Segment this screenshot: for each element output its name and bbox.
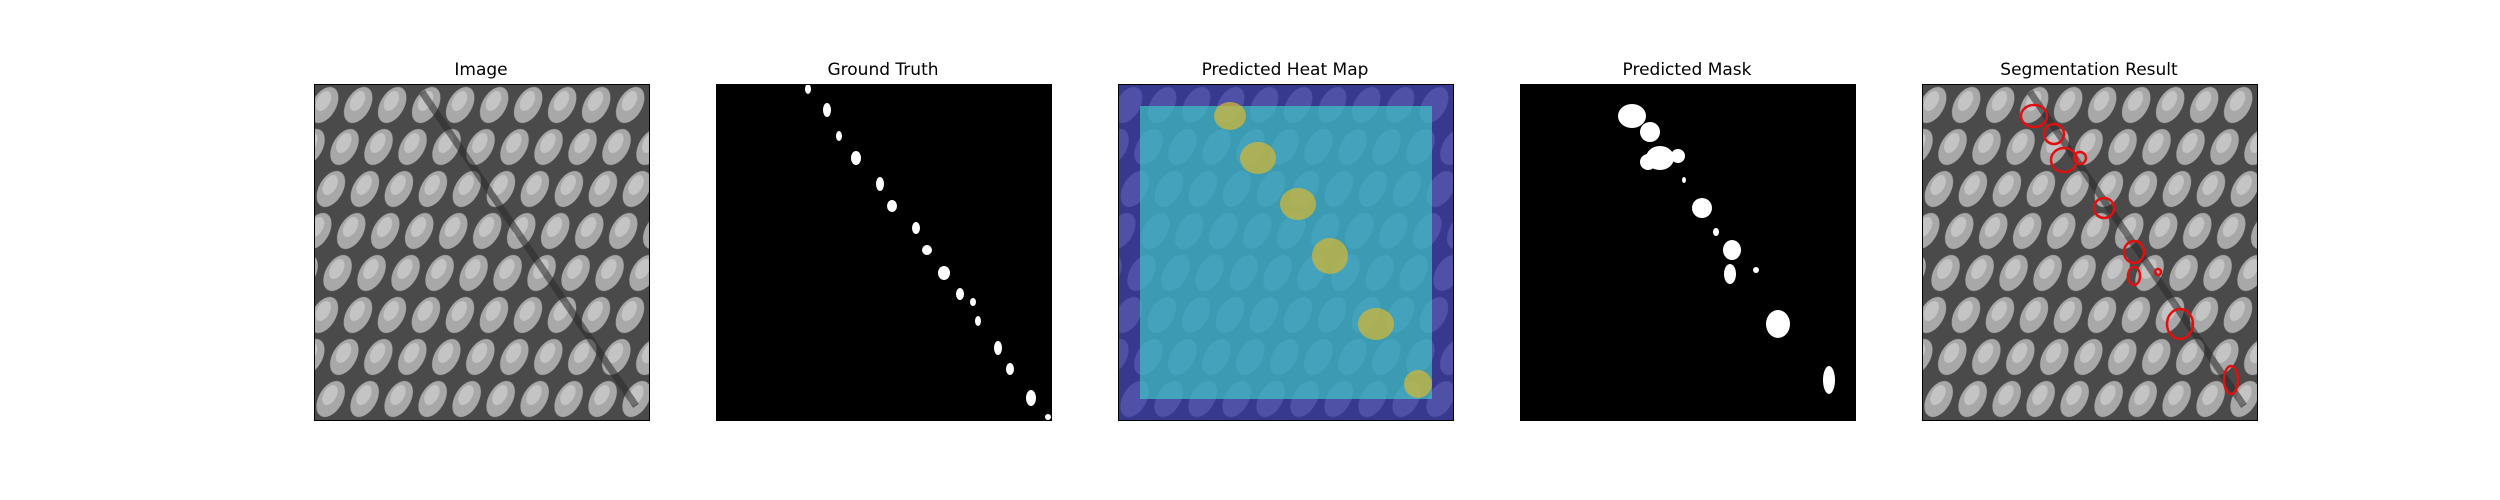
panel-title-image: Image [454,60,508,80]
image-panel [314,84,650,421]
heat-map-panel [1118,84,1454,421]
segmentation-result-panel [1922,84,2258,421]
panel-title-heat-map: Predicted Heat Map [1201,60,1369,80]
panel-title-result: Segmentation Result [2000,60,2178,80]
ground-truth-panel [716,84,1052,421]
predicted-mask-panel [1520,84,1856,421]
panel-title-mask: Predicted Mask [1622,60,1752,80]
panel-title-ground-truth: Ground Truth [827,60,939,80]
